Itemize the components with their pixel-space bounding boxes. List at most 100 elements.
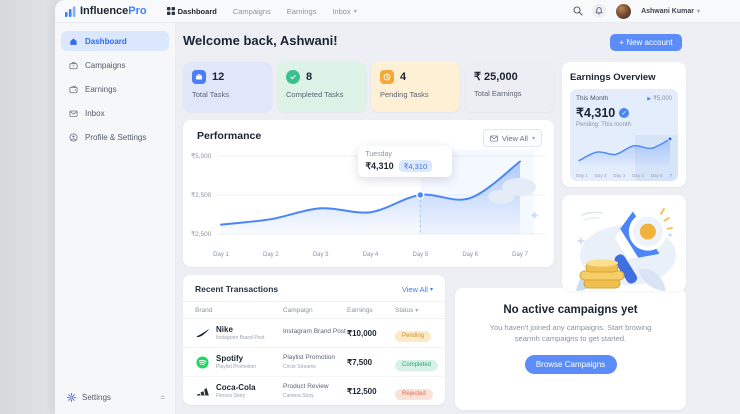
stat-card-pending-tasks: 4 Pending Tasks	[371, 62, 460, 112]
user-avatar[interactable]	[615, 2, 633, 20]
earnings-value: ₹12,500	[347, 386, 377, 396]
sidebar-item-label: Inbox	[85, 108, 105, 118]
logo-text: InfluencePro	[80, 5, 147, 17]
x-axis-label: Day 3	[613, 173, 626, 178]
empty-state-title: No active campaigns yet	[503, 304, 638, 316]
megaphone-illustration	[576, 208, 676, 291]
notification-bell-button[interactable]	[592, 4, 607, 18]
chevron-down-icon: ▾	[696, 8, 700, 15]
settings-label: Settings	[82, 393, 111, 402]
stat-card-total-tasks: 12 Total Tasks	[183, 62, 272, 112]
performance-card: Performance View All ▾ ₹5,000 ₹2,500 ₹2,…	[183, 120, 554, 267]
browse-campaigns-button[interactable]: Browse Campaigns	[524, 354, 617, 374]
y-axis-tick: ₹2,500	[191, 192, 212, 199]
brand-name: Coca-Cola	[216, 383, 256, 392]
stat-value: 8	[306, 71, 313, 83]
brand-subtitle: Playlist Promotion	[216, 364, 257, 370]
no-campaigns-card: No active campaigns yet You haven't join…	[455, 288, 686, 410]
tooltip-pill-value: ₹4,310	[398, 160, 433, 172]
tooltip-value: ₹4,310	[365, 160, 394, 171]
campaign-name: Product Review	[283, 383, 329, 391]
nav-dashboard[interactable]: Dashboard	[166, 6, 217, 16]
stat-label: Total Tasks	[192, 90, 229, 99]
user-menu[interactable]: Ashwani Kumar ▾	[641, 8, 700, 15]
envelope-icon	[69, 109, 78, 118]
earnings-value: ₹7,500	[347, 357, 373, 367]
recent-transactions-card: Recent Transactions View All ▾ Brand Cam…	[183, 275, 445, 405]
topbar: InfluencePro Dashboard Campaigns Earning…	[55, 0, 740, 23]
verified-check-icon: ✓	[619, 107, 630, 118]
brand-name: Spotify	[216, 354, 244, 363]
status-badge: Completed	[395, 359, 439, 371]
sidebar-item-dashboard[interactable]: Dashboard	[61, 31, 169, 51]
x-axis-label: Day 5	[650, 173, 663, 178]
y-axis-tick: ₹5,000	[191, 153, 212, 160]
tooltip-day: Tuesday	[365, 151, 392, 158]
stat-value: ₹ 25,000	[474, 71, 518, 83]
logo-bars-icon	[65, 6, 76, 17]
chevron-down-icon: ▾	[353, 8, 357, 15]
performance-view-all-button[interactable]: View All ▾	[482, 129, 542, 147]
column-header-campaign: Campaign	[283, 306, 313, 314]
stat-value: 4	[400, 71, 407, 83]
earnings-value: ₹10,000	[347, 328, 377, 338]
view-all-label: View All	[401, 284, 428, 294]
table-row[interactable]: Coca-Cola Fitness Story Product Review C…	[183, 377, 445, 405]
clock-icon	[380, 70, 394, 84]
collapse-icon[interactable]: =	[160, 393, 165, 402]
nav-campaigns[interactable]: Campaigns	[233, 7, 271, 16]
app-window: InfluencePro Dashboard Campaigns Earning…	[55, 0, 740, 414]
nike-logo	[195, 326, 210, 341]
campaign-subtitle: Circle Streams	[283, 363, 316, 370]
column-header-brand: Brand	[195, 306, 213, 314]
top-nav: Dashboard Campaigns Earnings Inbox ▾	[166, 6, 357, 16]
card-title: Recent Transactions	[195, 284, 279, 294]
column-header-earnings: Earnings	[347, 306, 373, 314]
campaign-subtitle: Camera Story	[283, 392, 314, 399]
new-account-button[interactable]: + New account	[610, 34, 682, 51]
period-label: This Month	[576, 95, 609, 102]
brand-subtitle: Fitness Story	[216, 393, 246, 399]
sidebar-item-label: Earnings	[85, 84, 117, 94]
nav-inbox[interactable]: Inbox ▾	[332, 7, 356, 16]
sidebar: Dashboard Campaigns Earnings Inbox	[55, 23, 176, 414]
target-value: ₹5,000	[653, 96, 672, 102]
stat-card-completed-tasks: 8 Completed Tasks	[277, 62, 366, 112]
stat-label: Pending Tasks	[380, 90, 429, 99]
table-row[interactable]: Nike Instagram Brand Post Instagram Bran…	[183, 319, 445, 348]
earnings-overview-card: Earnings Overview This Month ▶ ₹5,000 ₹4…	[562, 62, 686, 187]
transactions-view-all-link[interactable]: View All ▾	[402, 285, 433, 294]
sidebar-item-campaigns[interactable]: Campaigns	[61, 55, 169, 75]
x-axis-label: Day 4	[362, 252, 379, 258]
sidebar-item-label: Campaigns	[85, 60, 126, 70]
grid-icon	[166, 7, 175, 15]
y-axis-tick: ₹2,500	[191, 231, 212, 238]
nav-earnings[interactable]: Earnings	[287, 7, 317, 16]
nav-label: Inbox	[332, 6, 351, 16]
target-amount: ▶ ₹5,000	[647, 95, 672, 103]
sidebar-settings[interactable]: Settings	[67, 393, 111, 402]
stat-label: Completed Tasks	[286, 90, 344, 99]
main-content: Welcome back, Ashwani! + New account 12 …	[175, 23, 740, 414]
sidebar-item-label: Profile & Settings	[85, 132, 147, 142]
briefcase-icon	[192, 70, 206, 84]
x-axis-label: Day 1	[213, 252, 229, 258]
nav-label: Dashboard	[177, 6, 217, 16]
app-logo: InfluencePro	[65, 5, 147, 17]
earnings-summary-panel: This Month ▶ ₹5,000 ₹4,310 ✓ Pending: Th…	[570, 89, 678, 181]
x-axis-label: Day 6	[462, 252, 478, 258]
sidebar-item-profile-settings[interactable]: Profile & Settings	[61, 127, 169, 147]
wallet-icon	[69, 85, 78, 94]
x-axis-label: Day 4	[632, 173, 644, 178]
empty-state-description: You haven't joined any campaigns. Start …	[489, 323, 652, 344]
x-axis-label: Day 2	[594, 173, 607, 178]
user-circle-icon	[69, 132, 78, 142]
nav-label: Campaigns	[232, 6, 271, 16]
sidebar-item-earnings[interactable]: Earnings	[61, 79, 169, 99]
illustration-card	[562, 195, 686, 291]
table-row[interactable]: Spotify Playlist Promotion Playlist Prom…	[183, 348, 445, 377]
column-header-status: Status ▾	[395, 306, 419, 314]
sidebar-item-inbox[interactable]: Inbox	[61, 103, 169, 123]
search-icon[interactable]	[573, 6, 583, 16]
briefcase-icon	[69, 61, 78, 70]
